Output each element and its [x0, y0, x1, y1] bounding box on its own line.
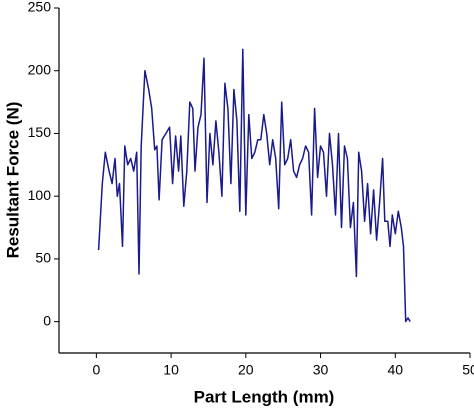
y-tick-label: 150 [28, 124, 52, 140]
y-tick-label: 50 [35, 250, 51, 266]
y-tick-label: 250 [28, 0, 52, 15]
x-tick-label: 40 [387, 362, 403, 378]
x-tick-label: 0 [92, 362, 100, 378]
data-line [97, 48, 411, 323]
y-axis-title: Resultant Force (N) [3, 102, 22, 259]
x-axis-title: Part Length (mm) [194, 387, 335, 406]
y-tick-label: 200 [28, 61, 52, 77]
x-tick-label: 20 [238, 362, 254, 378]
x-tick-label: 10 [163, 362, 179, 378]
x-tick-label: 30 [313, 362, 329, 378]
y-tick-label: 0 [43, 312, 51, 328]
y-tick-label: 100 [28, 187, 52, 203]
x-tick-label: 50 [462, 362, 474, 378]
